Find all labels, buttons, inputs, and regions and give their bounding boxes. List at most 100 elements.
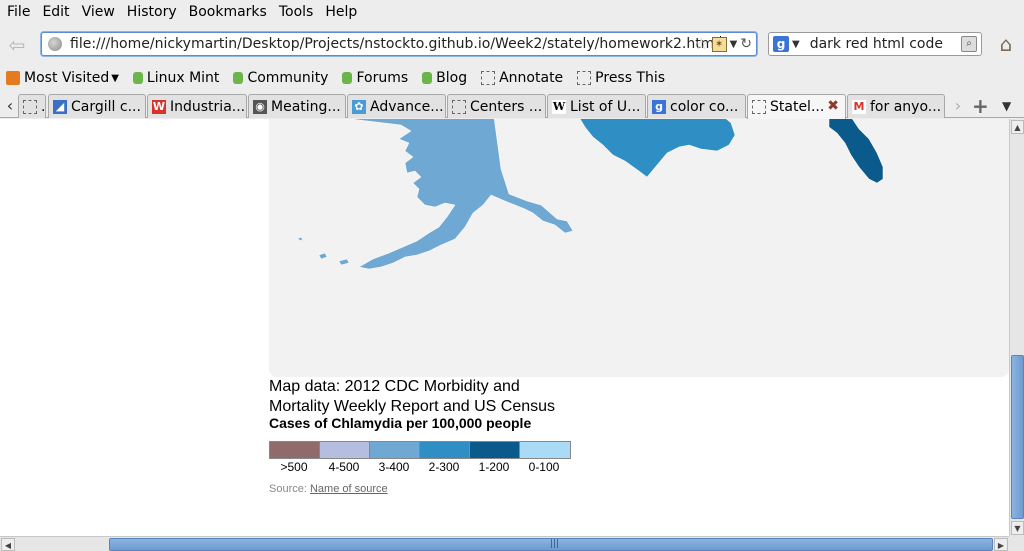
search-input[interactable]: dark red html code xyxy=(809,36,943,52)
mint-icon xyxy=(422,72,433,84)
tab-label: List of U... xyxy=(570,98,641,115)
tab-label: Cargill c... xyxy=(71,98,141,115)
home-button[interactable]: ⌂ xyxy=(994,32,1018,56)
tab[interactable]: ◉ Meating... xyxy=(248,94,346,118)
meating-icon: ◉ xyxy=(253,99,267,114)
page-icon xyxy=(577,71,592,85)
cargill-icon: ◢ xyxy=(53,99,67,114)
horizontal-scroll-thumb[interactable]: ||| xyxy=(109,538,993,551)
tab-label: Centers ... xyxy=(470,98,543,115)
tab[interactable]: Centers ... xyxy=(447,94,546,118)
menu-history[interactable]: History xyxy=(126,4,177,20)
feed-icon[interactable]: ✶ xyxy=(711,36,727,52)
scrollbar-corner xyxy=(1009,536,1024,551)
legend-label: 0-100 xyxy=(528,460,560,474)
url-bar-icons: ☆ ✶ ▼ ↻ xyxy=(694,35,752,53)
map-caption: Map data: 2012 CDC Morbidity and Mortali… xyxy=(269,378,556,415)
tab[interactable]: g color co... xyxy=(647,94,746,118)
legend-swatch xyxy=(370,442,420,458)
tab[interactable]: ... xyxy=(18,94,46,118)
state-texas xyxy=(579,119,736,178)
advance-icon: ✿ xyxy=(352,99,366,114)
scroll-grip-icon: ||| xyxy=(550,539,560,549)
tab-label: Meating... xyxy=(271,98,341,115)
tab[interactable]: W List of U... xyxy=(547,94,646,118)
tab-label: Advance... xyxy=(370,98,444,115)
close-tab-icon[interactable]: ✖ xyxy=(827,98,839,114)
tab-label: for anyo... xyxy=(870,98,942,115)
wikipedia-icon: W xyxy=(552,99,566,114)
home-icon: ⌂ xyxy=(999,32,1013,56)
scroll-down-arrow-icon[interactable]: ▼ xyxy=(1011,521,1024,535)
tab-active[interactable]: Statel... ✖ xyxy=(747,94,846,119)
rss-icon xyxy=(6,71,20,85)
scroll-right-arrow-icon[interactable]: ▶ xyxy=(994,538,1008,551)
page-icon xyxy=(481,71,496,85)
reload-icon[interactable]: ↻ xyxy=(740,36,752,52)
search-bar[interactable]: g ▼ dark red html code ⌕ xyxy=(768,32,982,56)
menu-view[interactable]: View xyxy=(81,4,115,20)
bookmark-label: Forums xyxy=(356,70,409,86)
bookmark-annotate[interactable]: Annotate xyxy=(481,70,563,86)
bookmark-blog[interactable]: Blog xyxy=(422,70,467,86)
search-magnifier-icon[interactable]: ⌕ xyxy=(961,36,977,52)
scroll-up-arrow-icon[interactable]: ▲ xyxy=(1011,120,1024,134)
new-tab-plus-icon[interactable]: + xyxy=(972,94,989,118)
scroll-left-arrow-icon[interactable]: ◀ xyxy=(1,538,15,551)
state-alaska-aleutians xyxy=(296,236,350,266)
vertical-scroll-thumb[interactable] xyxy=(1011,355,1024,519)
bookmark-label: Most Visited xyxy=(24,70,110,86)
scroll-tabs-left-icon[interactable]: ‹ xyxy=(6,96,14,115)
search-engine-dropdown-icon[interactable]: ▼ xyxy=(792,38,800,50)
choropleth-map xyxy=(296,119,884,270)
bookmark-most-visited[interactable]: Most Visited ▼ xyxy=(6,70,119,86)
legend-swatch xyxy=(520,442,570,458)
url-input[interactable]: file:///home/nickymartin/Desktop/Project… xyxy=(70,36,719,52)
tab-label: Industria... xyxy=(170,98,246,115)
list-all-tabs-icon[interactable]: ▼ xyxy=(1002,99,1012,113)
source-link[interactable]: Name of source xyxy=(309,483,388,495)
legend-swatch xyxy=(320,442,370,458)
legend-label: 3-400 xyxy=(378,460,410,474)
vertical-scrollbar[interactable]: ▲ ▼ xyxy=(1009,119,1024,536)
navigation-bar: ⇦ file:///home/nickymartin/Desktop/Proje… xyxy=(0,26,1024,62)
chevron-down-icon: ▼ xyxy=(111,72,119,84)
legend-title: Cases of Chlamydia per 100,000 people xyxy=(269,415,532,431)
bookmark-star-icon[interactable]: ☆ xyxy=(694,34,709,53)
url-bar[interactable]: file:///home/nickymartin/Desktop/Project… xyxy=(41,32,757,56)
page-icon xyxy=(23,99,37,114)
map-container xyxy=(269,119,1009,377)
bookmark-press-this[interactable]: Press This xyxy=(577,70,665,86)
bookmark-forums[interactable]: Forums xyxy=(342,70,408,86)
horizontal-scrollbar[interactable]: ◀ ||| ▶ xyxy=(0,536,1024,551)
menu-help[interactable]: Help xyxy=(325,4,358,20)
tab[interactable]: ◢ Cargill c... xyxy=(48,94,146,118)
menu-edit[interactable]: Edit xyxy=(42,4,70,20)
tab-label: ... xyxy=(41,98,46,115)
tab[interactable]: W Industria... xyxy=(147,94,247,118)
google-icon: g xyxy=(652,99,666,114)
mint-icon xyxy=(132,72,143,84)
bookmark-label: Blog xyxy=(436,70,468,86)
page-icon xyxy=(452,99,466,114)
mint-icon xyxy=(233,72,244,84)
menu-tools[interactable]: Tools xyxy=(278,4,314,20)
bookmark-linux-mint[interactable]: Linux Mint xyxy=(132,70,219,86)
back-arrow-icon: ⇦ xyxy=(8,33,26,57)
bookmark-community[interactable]: Community xyxy=(233,70,328,86)
tab[interactable]: ✿ Advance... xyxy=(347,94,446,118)
url-dropdown-icon[interactable]: ▼ xyxy=(729,38,738,50)
legend-swatch xyxy=(420,442,470,458)
menu-bookmarks[interactable]: Bookmarks xyxy=(188,4,267,20)
legend-label: 2-300 xyxy=(428,460,460,474)
google-icon[interactable]: g xyxy=(773,36,789,52)
source-prefix: Source: xyxy=(269,483,307,495)
menu-file[interactable]: File xyxy=(7,4,31,20)
scroll-tabs-right-icon[interactable]: › xyxy=(954,96,962,115)
back-button[interactable]: ⇦ xyxy=(4,32,30,58)
site-identity-icon[interactable] xyxy=(48,37,62,51)
bookmarks-toolbar: Most Visited ▼ Linux Mint Community Forums Bl… xyxy=(0,64,1024,92)
legend-label: >500 xyxy=(280,460,308,474)
legend-swatches xyxy=(269,441,571,459)
